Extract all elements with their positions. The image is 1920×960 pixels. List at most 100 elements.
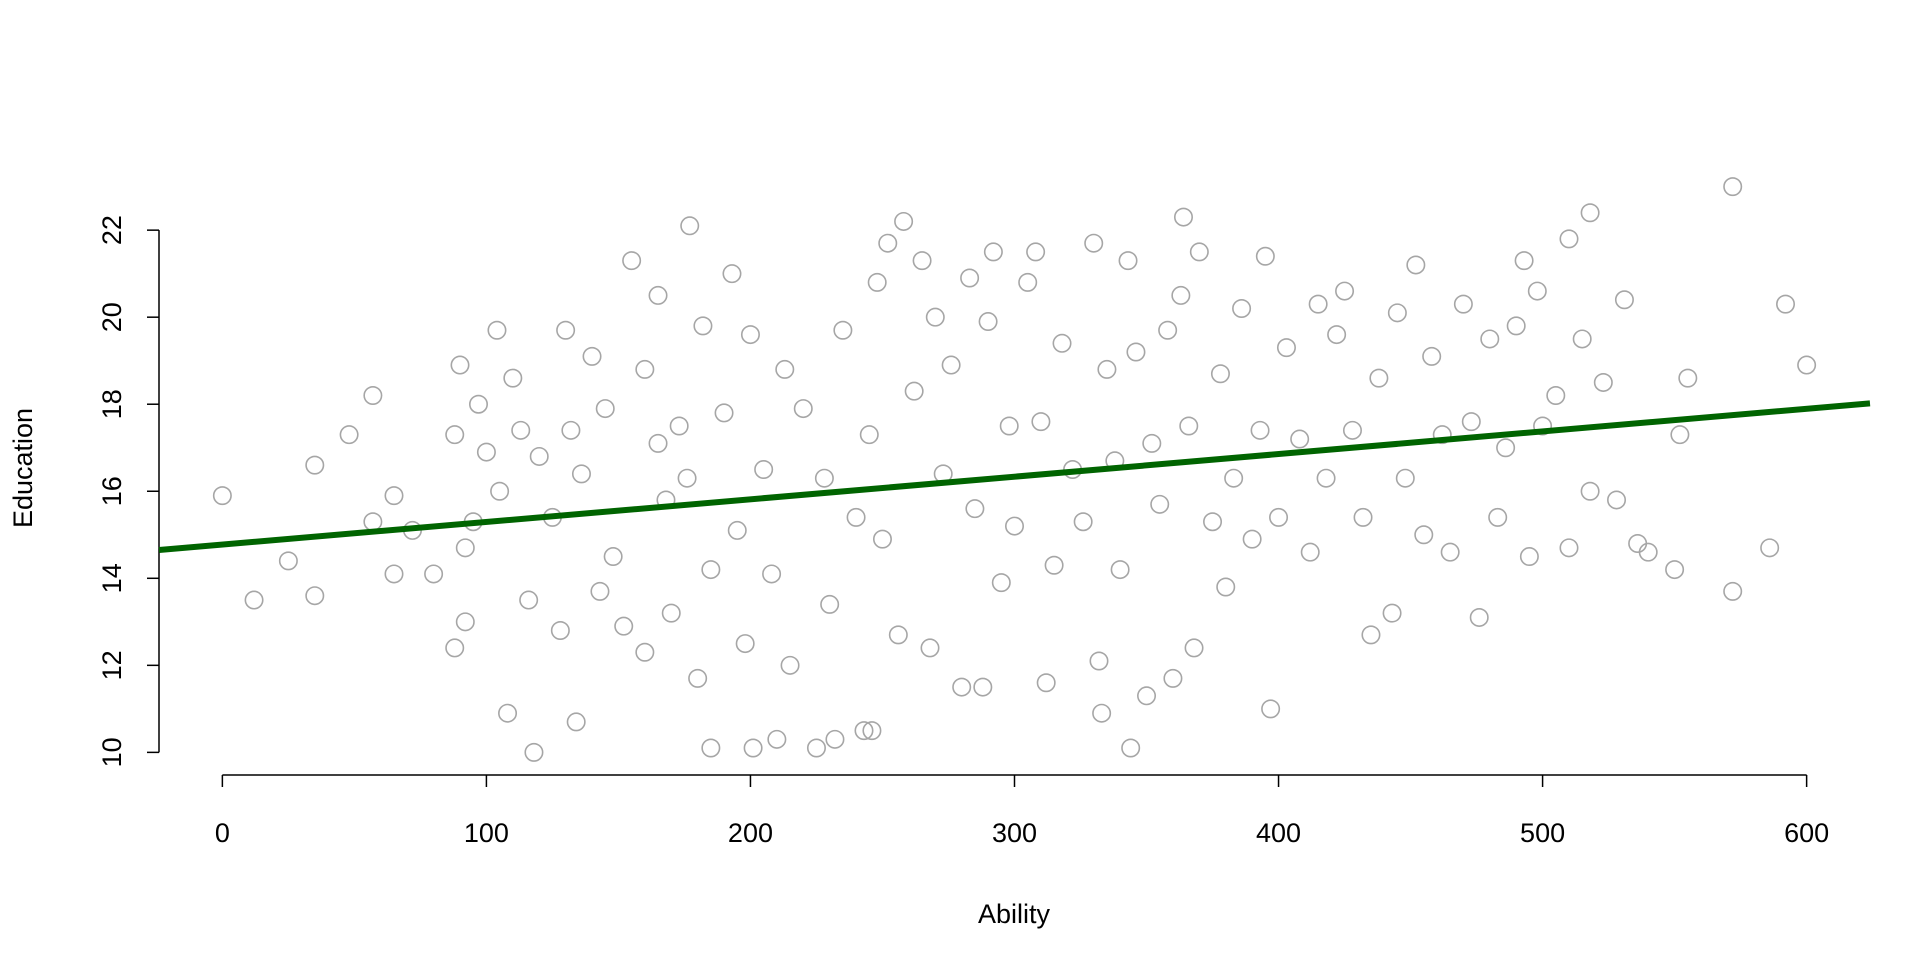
point [278, 551, 298, 571]
point [952, 677, 972, 697]
point [941, 355, 961, 375]
point [825, 729, 845, 749]
point [1382, 603, 1402, 623]
point [1316, 468, 1336, 488]
point [677, 468, 697, 488]
point [888, 625, 908, 645]
point [1018, 272, 1038, 292]
point [701, 560, 721, 580]
point [680, 216, 700, 236]
point [519, 590, 539, 610]
point [1760, 538, 1780, 558]
point [1179, 416, 1199, 436]
point [1361, 625, 1381, 645]
point [983, 242, 1003, 262]
point [1480, 329, 1500, 349]
y-tick-label: 22 [97, 215, 127, 245]
point [1308, 294, 1328, 314]
point [1638, 542, 1658, 562]
point [1723, 581, 1743, 601]
y-tick-label: 12 [97, 650, 127, 680]
point [780, 655, 800, 675]
point [1519, 547, 1539, 567]
point [511, 420, 531, 440]
point [529, 446, 549, 466]
point [490, 481, 510, 501]
point [1353, 507, 1373, 527]
point [912, 251, 932, 271]
point [1216, 577, 1236, 597]
point [455, 538, 475, 558]
point [743, 738, 763, 758]
point [1026, 242, 1046, 262]
x-tick-label: 0 [215, 818, 230, 848]
point [920, 638, 940, 658]
point [1461, 412, 1481, 432]
y-tick-label: 18 [97, 389, 127, 419]
point [1203, 512, 1223, 532]
point [1406, 255, 1426, 275]
point [582, 346, 602, 366]
point [1300, 542, 1320, 562]
point [727, 520, 747, 540]
point [1269, 507, 1289, 527]
point [1092, 703, 1112, 723]
point [793, 399, 813, 419]
point [1776, 294, 1796, 314]
point [735, 634, 755, 654]
point [1044, 555, 1064, 575]
point [1126, 342, 1146, 362]
point [1036, 673, 1056, 693]
point [1052, 333, 1072, 353]
point [339, 425, 359, 445]
point [550, 621, 570, 641]
point [965, 499, 985, 519]
point [1533, 416, 1553, 436]
point [693, 316, 713, 336]
point [1469, 607, 1489, 627]
point [722, 264, 742, 284]
point [524, 742, 544, 762]
point [1387, 303, 1407, 323]
point [614, 616, 634, 636]
point [1527, 281, 1547, 301]
point [1110, 560, 1130, 580]
point [1004, 516, 1024, 536]
point [1546, 386, 1566, 406]
x-axis-label: Ability [978, 899, 1051, 929]
point [212, 486, 232, 506]
point [571, 464, 591, 484]
point [384, 564, 404, 584]
point [1580, 481, 1600, 501]
point [669, 416, 689, 436]
point [487, 320, 507, 340]
y-tick-label: 20 [97, 302, 127, 332]
point [1670, 425, 1690, 445]
point [1335, 281, 1355, 301]
fit-line [158, 400, 1871, 553]
point [468, 394, 488, 414]
y-tick-label: 16 [97, 476, 127, 506]
point [1142, 433, 1162, 453]
point [450, 355, 470, 375]
point [1158, 320, 1178, 340]
point [833, 320, 853, 340]
point [1506, 316, 1526, 336]
point [244, 590, 264, 610]
point [1184, 638, 1204, 658]
point [1797, 355, 1817, 375]
point [1118, 251, 1138, 271]
point [767, 729, 787, 749]
x-tick-label: 600 [1784, 818, 1829, 848]
point [1453, 294, 1473, 314]
point [1614, 290, 1634, 310]
point [503, 368, 523, 388]
point [814, 468, 834, 488]
point [590, 581, 610, 601]
point [445, 425, 465, 445]
point [688, 668, 708, 688]
point [1224, 468, 1244, 488]
point [999, 416, 1019, 436]
point [1327, 325, 1347, 345]
